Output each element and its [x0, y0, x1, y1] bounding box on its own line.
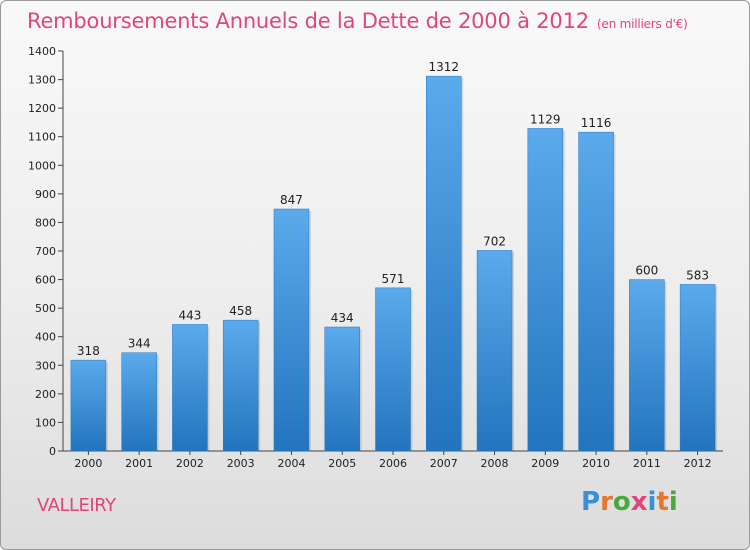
bar	[70, 359, 107, 452]
x-tick-label: 2000	[74, 457, 102, 470]
y-tick-label: 100	[35, 416, 56, 429]
bar	[375, 287, 411, 452]
chart-subtitle: (en milliers d'€)	[596, 17, 688, 31]
bar-value-label: 458	[229, 304, 252, 318]
x-tick-label: 2002	[176, 457, 204, 470]
bar	[222, 319, 259, 452]
x-tick-label: 2003	[227, 457, 255, 470]
bar	[476, 250, 513, 452]
bar	[426, 75, 462, 452]
y-tick-label: 1000	[28, 159, 56, 172]
y-tick-label: 300	[35, 359, 56, 372]
x-tick-label: 2001	[125, 457, 153, 470]
place-name: VALLEIRY	[37, 495, 116, 516]
bar	[578, 131, 614, 452]
y-tick-label: 500	[35, 302, 56, 315]
bar-value-label: 443	[178, 308, 201, 322]
y-tick-label: 1400	[28, 45, 56, 58]
x-tick-label: 2010	[582, 457, 610, 470]
bar-value-label: 1116	[581, 116, 612, 130]
bar-value-label: 583	[686, 268, 709, 282]
chart-title: Remboursements Annuels de la Dette de 20…	[27, 9, 688, 33]
y-tick-label: 600	[35, 274, 56, 287]
x-tick-label: 2004	[277, 457, 305, 470]
bar-value-label: 434	[331, 311, 354, 325]
bar	[679, 284, 716, 452]
x-tick-label: 2011	[633, 457, 661, 470]
y-tick-label: 900	[35, 188, 56, 201]
bar-value-label: 600	[635, 264, 658, 278]
bar-value-label: 344	[128, 337, 151, 351]
chart-title-text: Remboursements Annuels de la Dette de 20…	[27, 9, 589, 33]
proxiti-logo: Proxiti	[581, 487, 678, 517]
bar	[629, 279, 665, 452]
logo-letter: i	[668, 487, 678, 517]
y-tick-label: 800	[35, 216, 56, 229]
bar-value-label: 702	[483, 234, 506, 248]
logo-letter: r	[600, 487, 613, 517]
y-tick-label: 700	[35, 245, 56, 258]
bar	[527, 128, 564, 452]
y-tick-label: 0	[49, 445, 56, 458]
x-tick-label: 2005	[328, 457, 356, 470]
y-tick-label: 1100	[28, 131, 56, 144]
logo-letter: t	[656, 487, 669, 517]
bar-value-label: 1129	[530, 112, 561, 126]
bar	[324, 326, 360, 452]
bar-value-label: 318	[77, 344, 100, 358]
x-tick-label: 2006	[379, 457, 407, 470]
y-tick-label: 400	[35, 331, 56, 344]
logo-letter: o	[612, 487, 631, 517]
bar-value-label: 1312	[428, 60, 459, 74]
bar	[121, 352, 157, 452]
bar-value-label: 847	[280, 193, 303, 207]
logo-letter: i	[647, 487, 657, 517]
y-tick-label: 200	[35, 388, 56, 401]
logo-letter: x	[630, 487, 648, 517]
logo-letter: P	[581, 487, 601, 517]
x-tick-label: 2008	[481, 457, 509, 470]
x-tick-label: 2012	[684, 457, 712, 470]
bar	[273, 208, 310, 452]
bar	[172, 324, 208, 452]
y-tick-label: 1300	[28, 74, 56, 87]
y-tick-label: 1200	[28, 102, 56, 115]
x-tick-label: 2007	[430, 457, 458, 470]
x-tick-label: 2009	[531, 457, 559, 470]
bar-value-label: 571	[382, 272, 405, 286]
